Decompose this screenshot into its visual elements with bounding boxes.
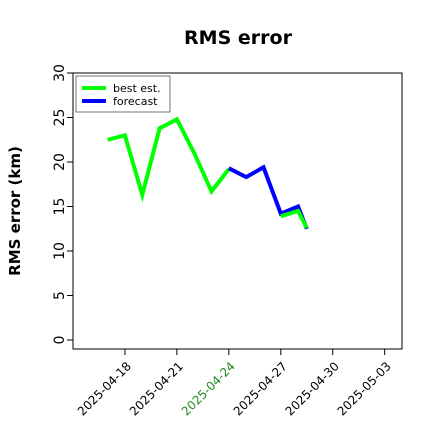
- legend-label-forecast: forecast: [113, 95, 158, 108]
- y-tick-label: 30: [52, 64, 68, 82]
- x-tick-label: 2025-04-24: [179, 359, 238, 418]
- legend: best est. forecast: [75, 75, 171, 113]
- legend-box: [75, 75, 171, 113]
- series-line-2: [227, 164, 309, 230]
- y-axis-label: RMS error (km): [6, 146, 24, 276]
- y-tick-label: 0: [52, 336, 68, 345]
- x-tick-label: 2025-04-18: [75, 359, 134, 418]
- x-tick-label: 2025-05-03: [335, 359, 394, 418]
- y-axis: 0 5 10 15 20 25 30: [52, 64, 73, 344]
- y-tick-label: 5: [52, 291, 68, 300]
- y-tick-label: 25: [52, 109, 68, 127]
- y-tick-label: 10: [52, 242, 68, 260]
- x-tick-label: 2025-04-30: [283, 359, 342, 418]
- series-line-1: [107, 116, 231, 203]
- y-tick-label: 15: [52, 198, 68, 216]
- plot-frame: [72, 72, 403, 350]
- x-tick-label: 2025-04-21: [127, 359, 186, 418]
- series-layer: [107, 116, 309, 230]
- chart-title: RMS error: [184, 27, 293, 49]
- y-tick-label: 20: [52, 153, 68, 171]
- legend-label-best-est: best est.: [113, 82, 161, 95]
- series-line-3: [280, 208, 309, 229]
- x-tick-label: 2025-04-27: [231, 359, 290, 418]
- x-axis: 2025-04-182025-04-212025-04-242025-04-27…: [75, 349, 394, 418]
